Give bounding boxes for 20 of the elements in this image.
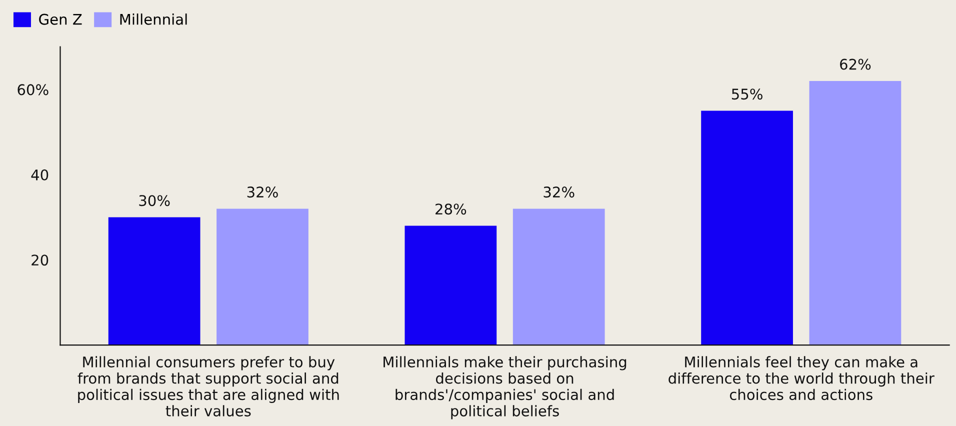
legend-label: Millennial: [120, 14, 187, 25]
bar: [404, 226, 497, 346]
bar: [216, 208, 308, 346]
data-label: 55%: [732, 88, 762, 100]
data-label: 28%: [436, 204, 466, 215]
data-label: 30%: [139, 195, 170, 206]
y-tick-label: 60%: [18, 84, 48, 96]
y-tick-label: 20: [32, 254, 48, 266]
bar: [809, 80, 902, 346]
x-tick-label: Millennials feel they can make a difference to the world through their choices and actions: [668, 356, 934, 400]
data-label: 32%: [544, 186, 574, 198]
bar: [512, 208, 605, 346]
legend-label: Gen Z: [39, 14, 82, 25]
bar: [701, 110, 793, 346]
bar: [108, 217, 200, 346]
x-tick-label: Millennial consumers prefer to buy from brands that support social and political issues that are aligned with their values: [78, 356, 339, 416]
x-tick-label: Millennials make their purchasing decisions based on brands'/companies' social and political beliefs: [384, 356, 626, 420]
data-label: 32%: [247, 186, 278, 198]
data-label: 62%: [840, 58, 871, 70]
y-tick-label: 40: [31, 169, 48, 180]
